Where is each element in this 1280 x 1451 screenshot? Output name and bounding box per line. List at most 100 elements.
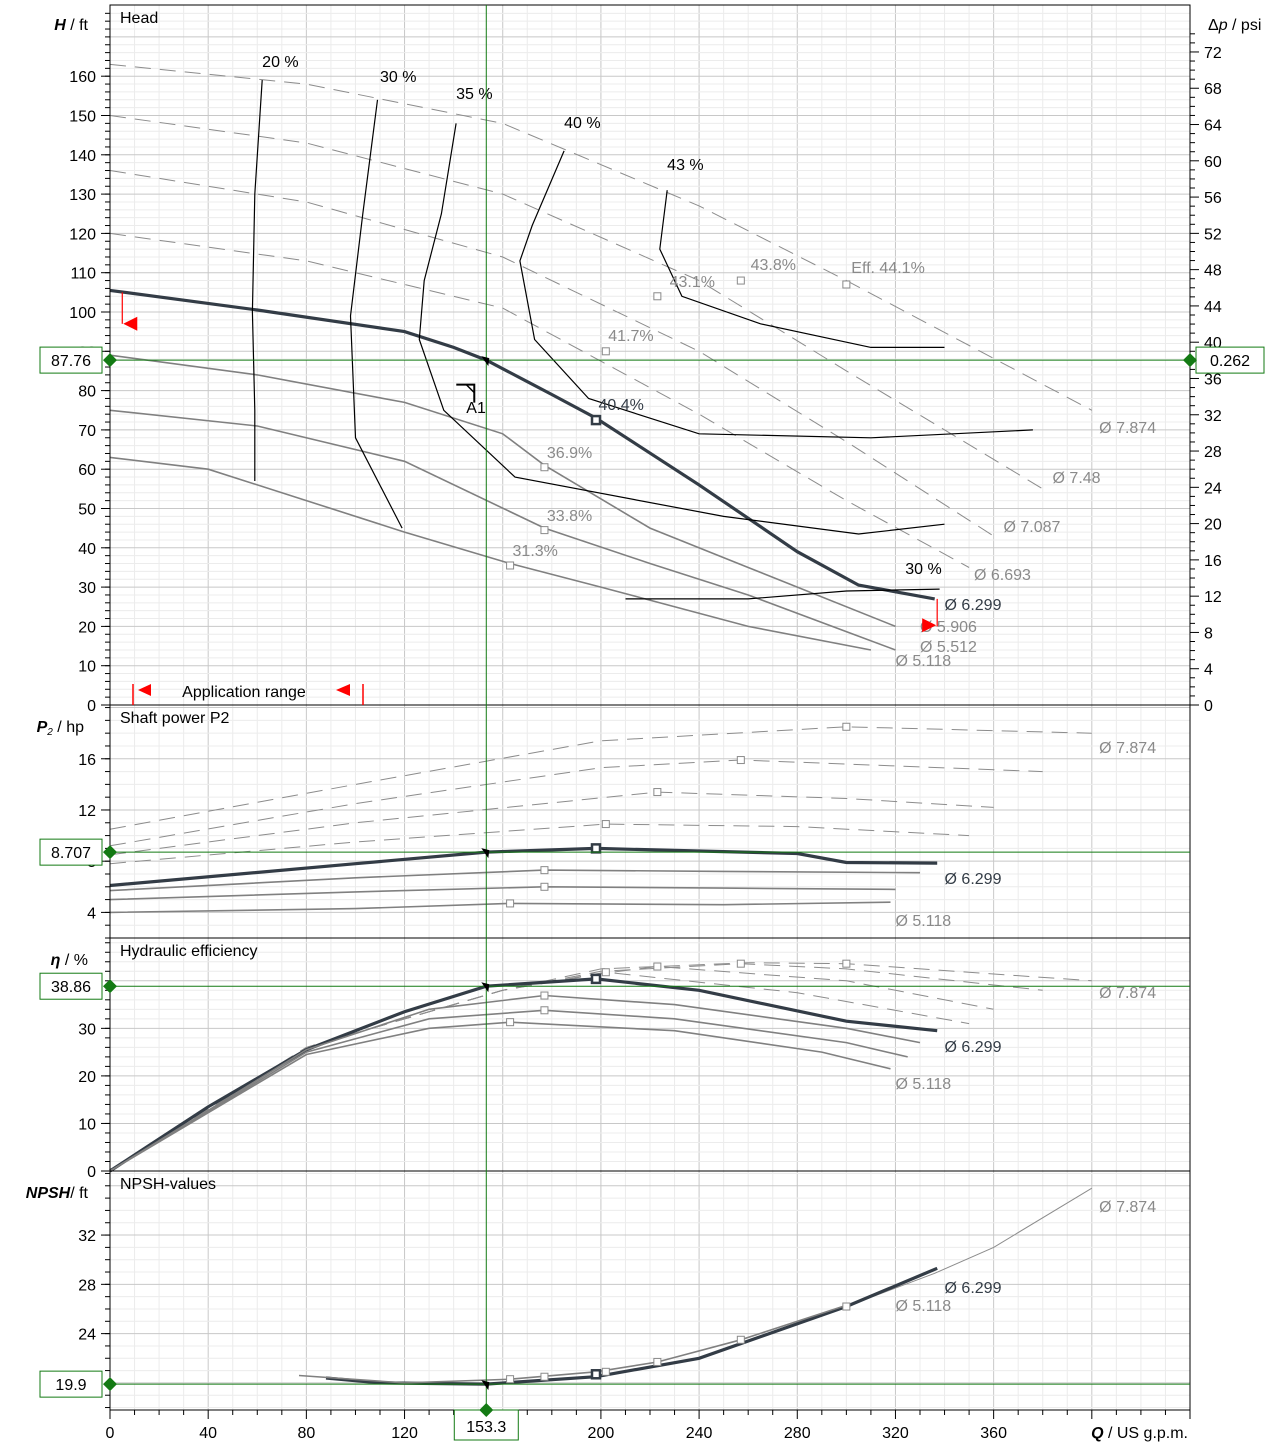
y-tick-label: 150 [69,109,96,126]
q-value-label: 153.3 [466,1419,506,1436]
power-bep-point [506,899,515,908]
power-bep-point [653,788,662,797]
power-curve-3 [109,823,970,865]
bep-point [736,276,745,285]
right-tick-label: 24 [1204,480,1222,497]
efficiency-isoline-label: 30 % [380,69,416,86]
value-label-power: 8.707 [51,845,91,862]
power-curve-label: Ø 7.874 [1099,740,1156,757]
y-tick-label: 30 [78,580,96,597]
efficiency-isoline [659,190,945,348]
power-curve-1 [109,759,1043,847]
npsh-bep-point [653,1357,662,1366]
power-bep-point [540,882,549,891]
power-curve-0 [109,726,1092,830]
value-box-npsh [39,1370,103,1398]
npsh-curve-label: Ø 7.874 [1099,1199,1156,1216]
bep-point-label: 36.9% [547,445,592,462]
diamond-marker-eta [103,979,117,994]
q-diamond-marker [479,1403,494,1417]
y-axis-label-eta: η / % [51,952,88,969]
right-tick-label: 56 [1204,190,1222,207]
power-bep-point [842,722,851,731]
efficiency-isoline-label: 40 % [564,115,600,132]
eta-bep-point [540,991,549,1000]
npsh-bep-point [590,1369,602,1380]
x-tick-label: 40 [199,1425,217,1442]
bep-point [601,347,610,356]
y-tick-label: 100 [69,305,96,322]
eta-bep-point [506,1018,515,1027]
application-range-label: Application range [182,684,306,701]
power-bep-point [590,843,602,854]
y-axis-label-npsh: NPSH/ ft [26,1185,89,1202]
x-tick-label: 200 [588,1425,615,1442]
power-bep-point [601,820,610,829]
x-tick-label: 320 [882,1425,909,1442]
right-axis-label: Δp / psi [1208,17,1261,34]
head-curve-2 [109,170,994,537]
grid-layer [109,5,1191,1410]
eta-bep-point [653,962,662,971]
right-tick-label: 4 [1204,662,1213,679]
bep-point [842,280,851,289]
right-tick-label: 16 [1204,553,1222,570]
bep-point-label: Eff. 44.1% [851,260,925,277]
right-tick-label: 8 [1204,625,1213,642]
markers-layer: 87.76 0.262 8.707 38.86 19.9 153.3 A1 Applicati… [39,5,1265,1441]
eta-curve-label: Ø 5.118 [895,1076,951,1093]
right-tick-label: 12 [1204,589,1222,606]
curve-intersection-mark [481,848,490,859]
app-range-right-arrow [922,618,937,633]
right-tick-label: 72 [1204,45,1222,62]
efficiency-isoline-label: 30 % [905,561,941,578]
y-tick-label: 24 [78,1327,96,1344]
head-curve-0 [109,63,1093,411]
y-tick-label: 20 [78,1069,96,1086]
right-tick-label: 32 [1204,408,1222,425]
y-tick-label: 10 [78,659,96,676]
curve-intersection-mark [481,356,490,367]
efficiency-isoline [625,588,940,600]
npsh-bep-point [601,1367,610,1376]
y-tick-label: 40 [78,541,96,558]
head-curve-label: Ø 7.48 [1053,470,1101,487]
head-curve-label: Ø 5.512 [920,639,977,656]
y-tick-label: 28 [78,1277,96,1294]
bep-point-label: 43.1% [670,274,715,291]
diamond-marker-npsh [103,1377,117,1392]
bep-point-label: 40.4% [598,397,643,414]
x-tick-label: 240 [686,1425,713,1442]
eta-bep-point [540,1006,549,1015]
head-curve-1 [109,115,1043,490]
panel-title-npsh: NPSH-values [120,1176,216,1193]
x-tick-label: 120 [391,1425,418,1442]
y-tick-label: 160 [69,69,96,86]
x-tick-label: 80 [297,1425,315,1442]
curve-intersection-mark [481,1380,490,1391]
right-tick-label: 48 [1204,263,1222,280]
npsh-curve-label: Ø 6.299 [945,1280,1002,1297]
x-axis-label: Q / US g.p.m. [1091,1425,1188,1442]
right-tick-label: 36 [1204,371,1222,388]
eta-curve-label: Ø 7.874 [1099,985,1156,1002]
y-tick-label: 120 [69,226,96,243]
right-tick-label: 0 [1204,698,1213,715]
right-tick-label: 64 [1204,118,1222,135]
eta-bep-point [590,973,602,985]
right-tick-label: 28 [1204,444,1222,461]
eta-curve-6 [109,1009,908,1172]
y-tick-label: 0 [87,698,96,715]
eta-curve-label: Ø 6.299 [945,1039,1002,1056]
right-tick-label: 60 [1204,154,1222,171]
x-tick-label: 280 [784,1425,811,1442]
y-tick-label: 16 [78,752,96,769]
npsh-curve-2 [298,1304,847,1384]
y-tick-label: 110 [70,266,96,283]
value-label-npsh: 19.9 [55,1377,86,1394]
diamond-marker-head [103,353,117,368]
head-curve-7 [109,456,872,651]
npsh-bep-point [506,1375,515,1384]
